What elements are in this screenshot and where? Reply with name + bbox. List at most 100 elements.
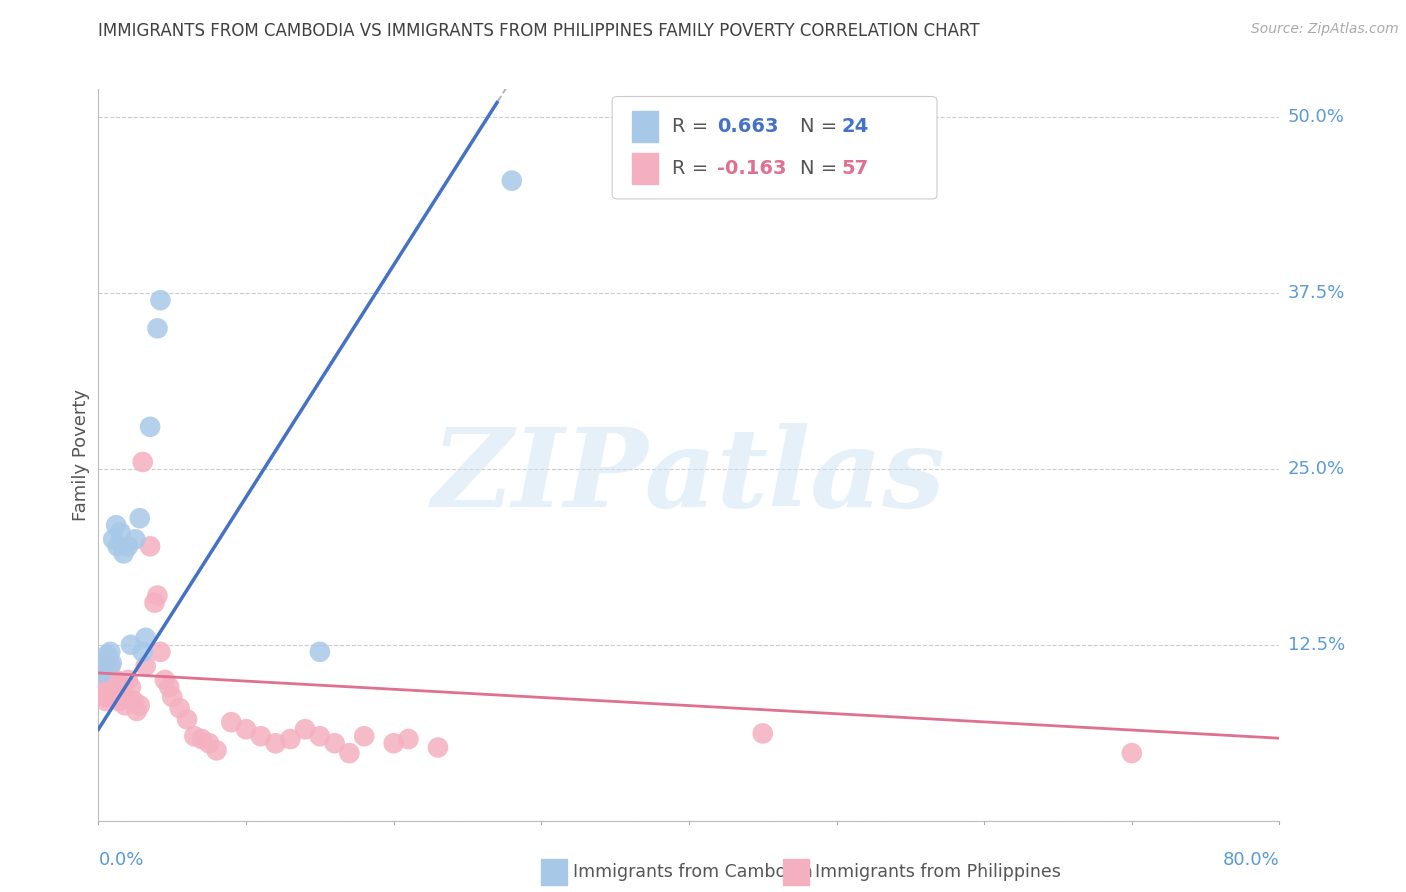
Point — [94, 694, 117, 708]
Point — [198, 736, 221, 750]
Text: 37.5%: 37.5% — [1288, 285, 1346, 302]
Point — [90, 665, 112, 680]
Point — [250, 729, 273, 743]
Text: 57: 57 — [841, 159, 869, 178]
Text: IMMIGRANTS FROM CAMBODIA VS IMMIGRANTS FROM PHILIPPINES FAMILY POVERTY CORRELATI: IMMIGRANTS FROM CAMBODIA VS IMMIGRANTS F… — [98, 22, 980, 40]
Point — [146, 321, 169, 335]
Text: N =: N = — [800, 159, 844, 178]
Point — [120, 680, 142, 694]
Point — [103, 533, 125, 547]
Text: 0.663: 0.663 — [717, 117, 779, 136]
Point — [124, 533, 146, 547]
Point — [91, 687, 114, 701]
Text: ZIPatlas: ZIPatlas — [432, 423, 946, 531]
Point — [90, 680, 112, 694]
Point — [105, 673, 128, 687]
Text: -0.163: -0.163 — [717, 159, 787, 178]
Point — [337, 746, 360, 760]
Point — [135, 631, 157, 645]
Text: 0.0%: 0.0% — [98, 851, 143, 869]
Point — [219, 715, 242, 730]
Point — [323, 736, 346, 750]
Text: 12.5%: 12.5% — [1288, 636, 1346, 654]
Point — [278, 732, 302, 747]
Text: 25.0%: 25.0% — [1288, 460, 1346, 478]
Point — [176, 712, 198, 726]
Point — [125, 704, 148, 718]
Point — [122, 694, 145, 708]
Point — [104, 684, 127, 698]
Point — [100, 656, 122, 670]
Point — [96, 684, 118, 698]
Text: 24: 24 — [841, 117, 869, 136]
FancyBboxPatch shape — [541, 859, 567, 885]
Point — [107, 687, 129, 701]
Point — [183, 729, 205, 743]
Point — [353, 729, 375, 743]
Point — [751, 726, 773, 740]
Point — [501, 174, 523, 188]
Point — [309, 729, 332, 743]
Point — [105, 518, 128, 533]
Point — [235, 723, 257, 737]
Point — [146, 589, 169, 603]
Point — [98, 645, 121, 659]
Point — [110, 684, 132, 698]
Point — [117, 539, 139, 553]
Point — [264, 736, 287, 750]
Text: Immigrants from Cambodia: Immigrants from Cambodia — [574, 863, 813, 880]
Point — [139, 539, 162, 553]
Point — [191, 732, 214, 747]
Point — [1121, 746, 1143, 760]
Point — [97, 690, 120, 704]
Point — [153, 673, 176, 687]
Point — [114, 698, 136, 713]
Point — [93, 690, 115, 704]
Point — [97, 680, 120, 694]
Point — [169, 701, 191, 715]
Point — [111, 680, 134, 694]
Point — [91, 662, 114, 676]
Point — [96, 648, 118, 662]
Point — [110, 525, 132, 540]
Point — [157, 680, 180, 694]
Point — [382, 736, 405, 750]
Text: R =: R = — [672, 117, 714, 136]
Point — [396, 732, 419, 747]
Point — [205, 743, 228, 757]
Point — [100, 687, 122, 701]
Point — [162, 690, 183, 704]
Point — [128, 698, 150, 713]
Point — [94, 655, 117, 669]
Text: Immigrants from Philippines: Immigrants from Philippines — [815, 863, 1062, 880]
Point — [100, 675, 122, 690]
Point — [112, 546, 135, 560]
FancyBboxPatch shape — [783, 859, 810, 885]
Text: N =: N = — [800, 117, 844, 136]
Text: 80.0%: 80.0% — [1223, 851, 1279, 869]
Point — [149, 645, 172, 659]
Point — [112, 690, 135, 704]
Point — [132, 645, 155, 659]
Point — [139, 419, 162, 434]
Point — [309, 645, 332, 659]
Point — [93, 659, 115, 673]
Point — [107, 539, 129, 553]
Point — [96, 673, 118, 687]
Point — [103, 680, 125, 694]
Text: Source: ZipAtlas.com: Source: ZipAtlas.com — [1251, 22, 1399, 37]
Point — [108, 694, 131, 708]
Point — [120, 638, 142, 652]
Point — [103, 690, 125, 704]
Point — [98, 659, 121, 673]
Point — [132, 455, 155, 469]
Point — [149, 293, 172, 308]
Y-axis label: Family Poverty: Family Poverty — [72, 389, 90, 521]
FancyBboxPatch shape — [612, 96, 936, 199]
Point — [128, 511, 150, 525]
Point — [135, 659, 157, 673]
Point — [117, 673, 139, 687]
FancyBboxPatch shape — [633, 153, 658, 184]
Text: 50.0%: 50.0% — [1288, 108, 1344, 127]
Text: R =: R = — [672, 159, 714, 178]
